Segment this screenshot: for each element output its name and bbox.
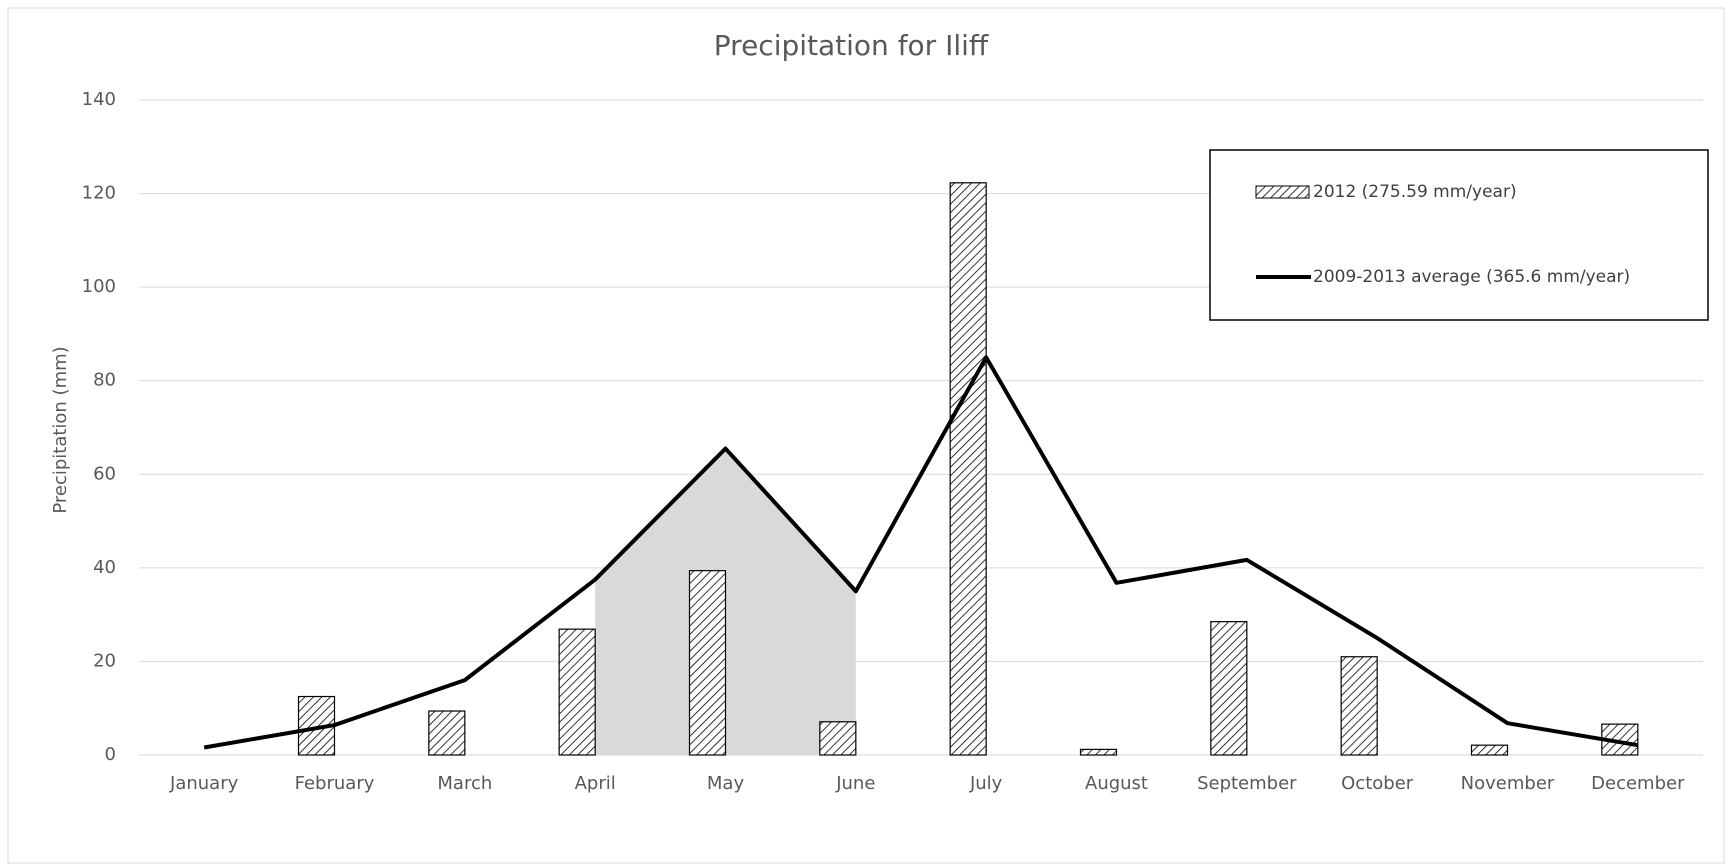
x-tick-label: June xyxy=(835,773,875,794)
legend-label: 2009-2013 average (365.6 mm/year) xyxy=(1313,267,1630,287)
line xyxy=(203,355,1639,750)
bar xyxy=(1079,748,1118,756)
y-tick-label: 0 xyxy=(105,744,116,765)
y-tick-label: 40 xyxy=(93,557,116,578)
y-axis-label: Precipitation (mm) xyxy=(50,346,71,513)
bar xyxy=(428,710,466,756)
bar xyxy=(688,570,727,756)
y-tick-label: 120 xyxy=(82,183,116,204)
x-tick-label: April xyxy=(575,773,616,794)
bar xyxy=(558,628,596,756)
x-tick-label: May xyxy=(707,773,745,794)
chart-title: Precipitation for Iliff xyxy=(714,29,989,62)
x-tick-label: September xyxy=(1197,773,1297,794)
x-tick-label: March xyxy=(437,773,492,794)
bar xyxy=(819,721,857,756)
bar xyxy=(1210,621,1248,756)
x-tick-label: November xyxy=(1461,773,1555,794)
legend-box xyxy=(1209,149,1709,321)
x-tick-label: February xyxy=(295,773,375,794)
x-tick-label: January xyxy=(169,773,239,794)
legend-swatch xyxy=(1255,185,1310,199)
y-tick-label: 60 xyxy=(93,463,116,484)
x-tick-label: October xyxy=(1341,773,1414,794)
y-tick-label: 140 xyxy=(82,89,116,110)
x-tick-label: December xyxy=(1591,773,1685,794)
bar xyxy=(1340,656,1378,756)
x-tick-label: July xyxy=(969,773,1003,794)
bar xyxy=(949,182,987,756)
y-tick-label: 80 xyxy=(93,370,116,391)
bar xyxy=(1470,744,1509,756)
x-tick-label: August xyxy=(1085,773,1148,794)
y-tick-label: 100 xyxy=(82,276,116,297)
chart-border xyxy=(7,7,1725,864)
y-tick-label: 20 xyxy=(93,650,116,671)
legend-label: 2012 (275.59 mm/year) xyxy=(1313,182,1517,202)
